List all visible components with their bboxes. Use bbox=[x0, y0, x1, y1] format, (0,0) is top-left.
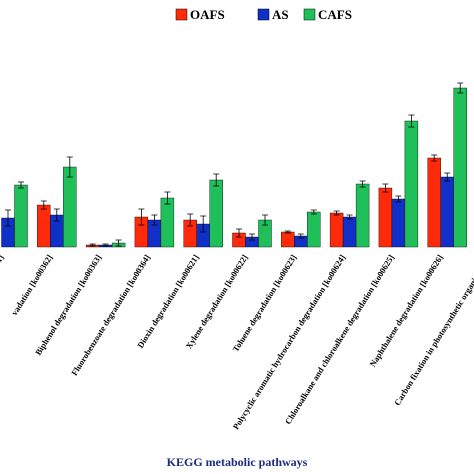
error-bar bbox=[382, 183, 389, 193]
x-tick-label: 31] bbox=[0, 253, 6, 268]
error-bar bbox=[297, 233, 304, 239]
bar bbox=[329, 212, 344, 248]
error-bar bbox=[262, 214, 268, 226]
bar bbox=[37, 204, 51, 248]
error-bar bbox=[151, 214, 158, 226]
error-bar bbox=[249, 233, 255, 241]
error-bar bbox=[187, 213, 194, 227]
bar bbox=[391, 198, 406, 248]
error-bar bbox=[431, 154, 438, 162]
bar bbox=[63, 166, 77, 248]
x-tick-label: vadation [ko00362] bbox=[9, 253, 54, 318]
bar bbox=[342, 216, 357, 248]
error-bar bbox=[333, 210, 340, 216]
x-axis-title: KEGG metabolic pathways bbox=[167, 455, 308, 469]
error-bar bbox=[89, 243, 96, 247]
bar bbox=[404, 120, 419, 248]
error-bar bbox=[359, 180, 366, 188]
legend-label: CAFS bbox=[318, 7, 352, 22]
error-bar bbox=[53, 208, 60, 222]
error-bar bbox=[284, 230, 291, 234]
error-bar bbox=[102, 243, 109, 247]
error-bar bbox=[457, 82, 464, 94]
error-bar bbox=[408, 114, 415, 128]
x-tick-label: Chloroalkane and chloroalkene degradatio… bbox=[283, 253, 397, 426]
bar bbox=[440, 176, 454, 248]
error-bar bbox=[213, 173, 220, 187]
legend-label: AS bbox=[272, 7, 289, 22]
x-tick-label: Polycyclic aromatic hydrocarbon degradat… bbox=[231, 253, 348, 432]
x-tick-label: Fluorobenzoate degradation [ko00364] bbox=[69, 253, 152, 378]
error-bar bbox=[40, 200, 47, 210]
error-bar bbox=[310, 209, 317, 215]
bar bbox=[378, 187, 393, 248]
error-bar bbox=[200, 215, 207, 233]
error-bar bbox=[444, 172, 451, 182]
bar bbox=[453, 87, 467, 248]
bar bbox=[427, 157, 441, 248]
error-bar bbox=[18, 181, 24, 189]
error-bar bbox=[395, 195, 402, 203]
error-bar bbox=[236, 228, 242, 238]
error-bar bbox=[346, 214, 353, 220]
bar bbox=[355, 183, 370, 248]
error-bar bbox=[164, 191, 171, 205]
error-bar bbox=[66, 156, 73, 178]
bar bbox=[209, 179, 223, 248]
bar bbox=[14, 184, 28, 248]
error-bar bbox=[115, 239, 122, 247]
legend-swatch bbox=[175, 8, 188, 21]
legend-label: OAFS bbox=[190, 7, 225, 22]
legend-swatch bbox=[257, 8, 270, 21]
bar bbox=[160, 197, 175, 248]
bar bbox=[281, 231, 295, 248]
error-bar bbox=[5, 209, 11, 227]
error-bar bbox=[138, 208, 145, 226]
bar bbox=[307, 211, 321, 248]
legend-swatch bbox=[303, 8, 316, 21]
